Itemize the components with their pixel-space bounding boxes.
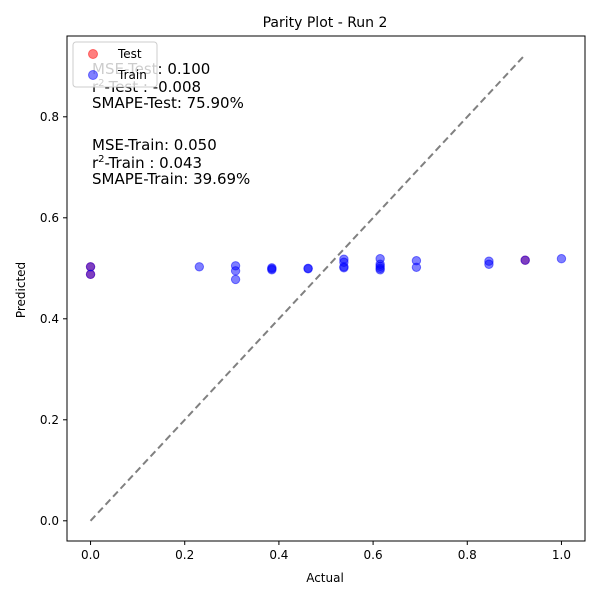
- data-point-train: [484, 259, 494, 269]
- x-tick-label: 0.2: [175, 548, 194, 562]
- data-points-layer: [85, 254, 567, 285]
- y-tick-label: 0.4: [40, 312, 59, 326]
- data-point-train: [375, 265, 385, 275]
- data-point-train: [339, 263, 349, 273]
- series-train: [85, 254, 567, 285]
- legend-marker-train: [88, 70, 98, 80]
- data-point-train: [230, 266, 241, 276]
- x-tick-label: 0.4: [269, 548, 288, 562]
- metric-r2-train: r2-Train : 0.043: [92, 154, 202, 172]
- legend-label-test: Test: [117, 47, 142, 61]
- x-axis-ticks: 0.0 0.2 0.4 0.6 0.8 1.0: [81, 541, 571, 562]
- data-point-train: [556, 254, 567, 264]
- x-tick-label: 1.0: [552, 548, 571, 562]
- legend-label-train: Train: [117, 68, 147, 82]
- metric-smape-train: SMAPE-Train: 39.69%: [92, 170, 250, 188]
- legend-marker-test: [88, 49, 98, 59]
- parity-reference-line: [89, 54, 526, 522]
- reference-line-layer: [89, 54, 526, 522]
- data-point-train: [267, 265, 277, 275]
- plot-frame: [66, 35, 586, 542]
- x-tick-label: 0.0: [81, 548, 100, 562]
- data-point-train: [194, 262, 205, 272]
- x-axis-label: Actual: [306, 571, 344, 585]
- metric-smape-test: SMAPE-Test: 75.90%: [92, 94, 244, 112]
- data-point-train: [85, 269, 96, 280]
- x-tick-label: 0.8: [458, 548, 477, 562]
- x-tick-label: 0.6: [364, 548, 383, 562]
- data-point-train: [303, 264, 313, 274]
- chart-title: Parity Plot - Run 2: [263, 15, 388, 31]
- data-point-train: [411, 262, 422, 272]
- legend: Test Train: [72, 41, 158, 88]
- plot-area: 0.0 0.2 0.4 0.6 0.8 1.0 0.0 0.2 0.4 0.6 0.8 MSE-T…: [40, 35, 586, 562]
- y-axis-ticks: 0.0 0.2 0.4 0.6 0.8: [40, 110, 67, 528]
- y-tick-label: 0.8: [40, 110, 59, 124]
- y-tick-label: 0.6: [40, 211, 59, 225]
- data-point-train: [230, 274, 241, 285]
- y-tick-label: 0.2: [40, 413, 59, 427]
- y-tick-label: 0.0: [40, 514, 59, 528]
- metric-mse-train: MSE-Train: 0.050: [92, 136, 217, 154]
- data-point-train: [520, 255, 530, 265]
- y-axis-label: Predicted: [14, 262, 28, 318]
